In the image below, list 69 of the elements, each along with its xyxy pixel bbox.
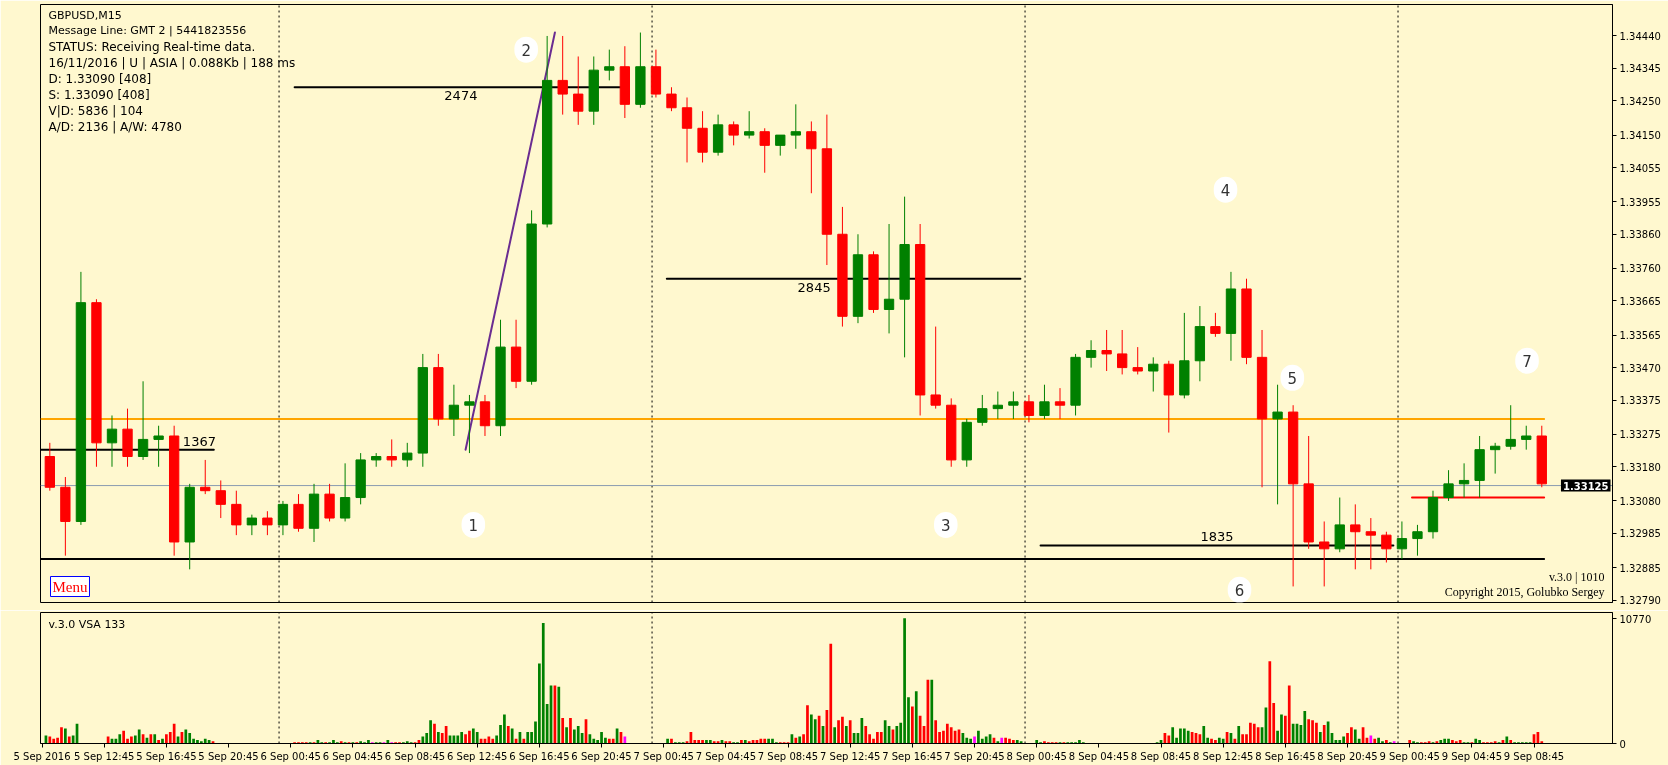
y-tick-label: 1.32885: [1619, 562, 1661, 574]
x-tick-label: 6 Sep 00:45: [260, 750, 321, 762]
x-tick-label: 7 Sep 00:45: [633, 750, 694, 762]
y-tick-label: 1.33180: [1619, 461, 1661, 473]
x-tick-label: 8 Sep 20:45: [1317, 750, 1378, 762]
annotation: 1: [468, 516, 479, 535]
y-tick-label: 1.33275: [1619, 429, 1661, 441]
y-tick-label: 1.33565: [1619, 330, 1661, 342]
y-tick-label: 1.33665: [1619, 295, 1661, 307]
x-tick-label: 8 Sep 12:45: [1193, 750, 1254, 762]
x-tick-label: 7 Sep 20:45: [944, 750, 1005, 762]
annotation: Copyright 2015, Golubko Sergey: [1444, 584, 1605, 599]
annotation: S: 1.33090 [408]: [48, 87, 150, 102]
annotation: V|D: 5836 | 104: [48, 103, 143, 118]
x-tick-label: 9 Sep 04:45: [1441, 750, 1503, 762]
x-tick-label: 7 Sep 04:45: [695, 750, 757, 762]
x-tick-label: 9 Sep 08:45: [1503, 750, 1565, 762]
annotation: Message Line: GMT 2 | 5441823556: [48, 23, 247, 37]
y-tick-label: 1.34250: [1619, 95, 1661, 107]
annotation: 6: [1234, 581, 1245, 600]
x-tick-label: 8 Sep 08:45: [1130, 750, 1192, 762]
x-tick-label: 7 Sep 16:45: [882, 750, 943, 762]
y-tick-label: 1.33375: [1619, 395, 1661, 407]
y-tick-label: 1.33470: [1619, 362, 1661, 374]
y-tick-label: 1.34345: [1619, 63, 1661, 75]
x-tick-label: 7 Sep 08:45: [757, 750, 819, 762]
series-label: 2474: [444, 88, 478, 104]
x-tick-label: 5 Sep 2016: [13, 750, 71, 762]
annotation: 3: [941, 516, 951, 535]
annotation: 16/11/2016 | U | ASIA | 0.088Kb | 188 ms: [48, 55, 296, 70]
y-tick-label: 0: [1619, 738, 1626, 750]
x-tick-label: 7 Sep 12:45: [820, 750, 881, 762]
x-tick-label: 6 Sep 04:45: [322, 750, 384, 762]
y-tick-label: 1.33860: [1619, 229, 1661, 241]
series-label: 2845: [797, 279, 831, 295]
x-tick-label: 5 Sep 12:45: [74, 750, 135, 762]
annotation: STATUS: Receiving Real-time data.: [48, 39, 256, 54]
x-tick-label: 8 Sep 04:45: [1068, 750, 1130, 762]
series-label: 1835: [1200, 529, 1234, 545]
annotation: A/D: 2136 | A/W: 4780: [48, 119, 182, 134]
y-tick-label: 1.33955: [1619, 196, 1661, 208]
annotation: 4: [1220, 181, 1231, 200]
x-tick-label: 5 Sep 20:45: [198, 750, 259, 762]
annotation: D: 1.33090 [408]: [48, 71, 152, 86]
ref-line-label: 1.33125: [1562, 480, 1609, 492]
y-tick-label: 1.32985: [1619, 528, 1661, 540]
annotation: 2: [521, 41, 531, 60]
annotation: 7: [1522, 352, 1532, 371]
y-tick-label: 1.33080: [1619, 495, 1661, 507]
annotation: Menu: [52, 578, 88, 595]
y-tick-label: 1.34440: [1619, 30, 1661, 42]
x-tick-label: 6 Sep 08:45: [384, 750, 446, 762]
annotation: v.3.0 | 1010: [1548, 569, 1605, 584]
annotation: v.3.0 VSA 133: [48, 617, 126, 631]
y-tick-label: 1.33760: [1619, 263, 1661, 275]
x-tick-label: 6 Sep 12:45: [447, 750, 508, 762]
chart-title: GBPUSD,M15: [48, 8, 122, 22]
annotation: 5: [1287, 369, 1298, 388]
x-tick-label: 6 Sep 20:45: [571, 750, 632, 762]
y-tick-label: 1.32790: [1619, 595, 1661, 607]
x-tick-label: 8 Sep 16:45: [1255, 750, 1316, 762]
x-tick-label: 9 Sep 00:45: [1379, 750, 1440, 762]
x-tick-label: 6 Sep 16:45: [509, 750, 570, 762]
series-label: 1367: [182, 433, 216, 449]
y-tick-label: 1.34150: [1619, 130, 1661, 142]
x-tick-label: 8 Sep 00:45: [1006, 750, 1067, 762]
y-tick-label: 10770: [1619, 613, 1652, 625]
y-tick-label: 1.34055: [1619, 162, 1661, 174]
x-tick-label: 5 Sep 16:45: [136, 750, 197, 762]
